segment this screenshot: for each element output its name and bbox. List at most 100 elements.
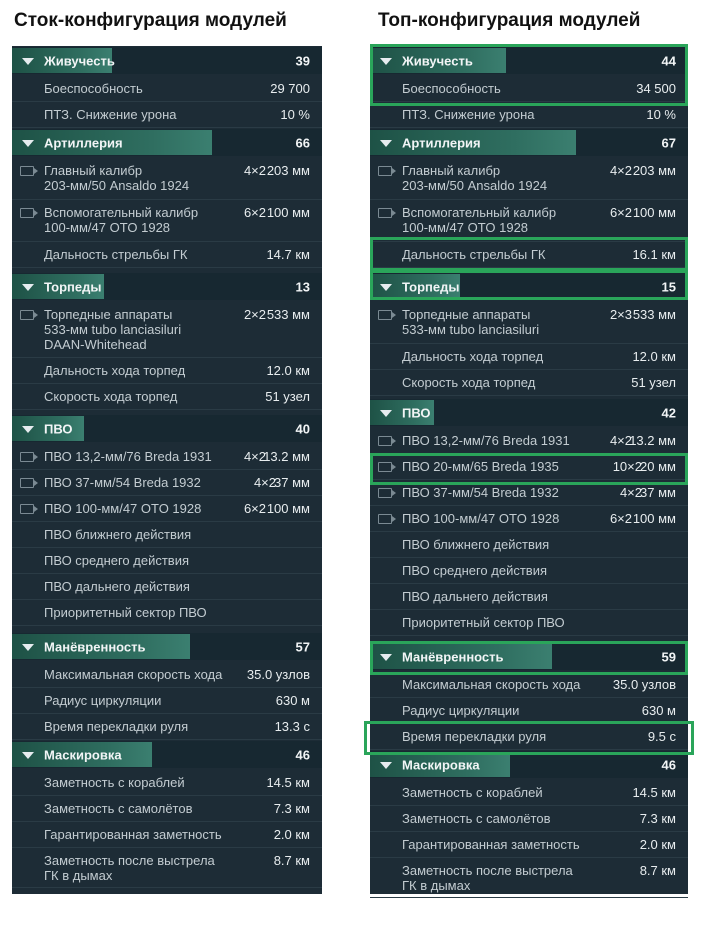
row-divider xyxy=(370,241,688,242)
stat-row: Боеспособность 29 700 xyxy=(12,75,322,101)
stat-label: Скорость хода торпед xyxy=(44,389,178,404)
chevron-down-icon[interactable] xyxy=(22,139,34,147)
stat-row: Радиус циркуляции 630 м xyxy=(12,687,322,713)
camera-icon[interactable] xyxy=(378,514,396,524)
section-header-bar xyxy=(370,752,510,777)
camera-icon[interactable] xyxy=(378,208,396,218)
row-divider xyxy=(12,713,322,714)
row-divider xyxy=(370,609,688,610)
mount-count: 4×2 xyxy=(253,475,276,490)
mount-count: 6×2 xyxy=(609,205,632,220)
stat-label: Радиус циркуляции xyxy=(402,703,520,718)
row-divider xyxy=(12,599,322,600)
stat-label: Заметность с самолётов xyxy=(44,801,193,816)
chevron-down-icon[interactable] xyxy=(22,643,34,651)
mount-count: 4×2 xyxy=(243,449,266,464)
camera-icon[interactable] xyxy=(20,452,38,462)
stat-row: ПТЗ. Снижение урона 10 % xyxy=(12,101,322,127)
section-1-header[interactable]: Артиллерия 67 xyxy=(370,129,688,156)
section-2-header[interactable]: Торпеды 15 xyxy=(370,273,688,300)
section-name: Маскировка xyxy=(402,757,480,772)
row-divider xyxy=(370,897,688,898)
row-divider xyxy=(12,887,322,888)
row-divider xyxy=(12,383,322,384)
chevron-down-icon[interactable] xyxy=(380,283,392,291)
stat-value: 13.2 мм xyxy=(629,433,676,448)
chevron-down-icon[interactable] xyxy=(380,409,392,417)
stat-label: Главный калибр 203-мм/50 Ansaldo 1924 xyxy=(402,163,548,193)
stat-value: 12.0 км xyxy=(266,363,310,378)
stat-row: Радиус циркуляции 630 м xyxy=(370,697,688,723)
chevron-down-icon[interactable] xyxy=(380,653,392,661)
section-5-header[interactable]: Маскировка 46 xyxy=(12,741,322,768)
stat-value: 100 мм xyxy=(266,501,310,516)
stat-value: 2.0 км xyxy=(639,837,676,852)
section-3-header[interactable]: ПВО 40 xyxy=(12,415,322,442)
stat-value: 7.3 км xyxy=(273,801,310,816)
mount-count: 4×2 xyxy=(609,433,632,448)
stat-label: ПТЗ. Снижение урона xyxy=(402,107,535,122)
row-divider xyxy=(370,101,688,102)
stat-label: Дальность хода торпед xyxy=(402,349,544,364)
section-3-header[interactable]: ПВО 42 xyxy=(370,399,688,426)
section-header-bar xyxy=(12,634,190,659)
stat-row: Торпедные аппараты 533-мм tubo lanciasil… xyxy=(370,301,688,343)
section-0-header[interactable]: Живучесть 44 xyxy=(370,47,688,74)
camera-icon[interactable] xyxy=(20,504,38,514)
stat-row: Приоритетный сектор ПВО xyxy=(370,609,688,635)
stat-row: Максимальная скорость хода 35.0 узлов xyxy=(12,661,322,687)
section-4-header[interactable]: Манёвренность 57 xyxy=(12,633,322,660)
stat-value: 9.5 с xyxy=(647,729,676,744)
stat-row: Дальность стрельбы ГК 16.1 км xyxy=(370,241,688,267)
camera-icon[interactable] xyxy=(378,436,396,446)
section-rating: 46 xyxy=(295,747,310,762)
chevron-down-icon[interactable] xyxy=(380,761,392,769)
section-5-header[interactable]: Маскировка 46 xyxy=(370,751,688,778)
chevron-down-icon[interactable] xyxy=(22,751,34,759)
camera-icon[interactable] xyxy=(20,478,38,488)
camera-icon[interactable] xyxy=(20,166,38,176)
chevron-down-icon[interactable] xyxy=(22,57,34,65)
section-0-header[interactable]: Живучесть 39 xyxy=(12,47,322,74)
camera-icon[interactable] xyxy=(20,208,38,218)
stat-label: ПВО дальнего действия xyxy=(402,589,548,604)
stat-value: 12.0 км xyxy=(632,349,676,364)
stat-row: ПВО ближнего действия xyxy=(370,531,688,557)
stat-value: 37 мм xyxy=(274,475,310,490)
stat-label: Заметность с самолётов xyxy=(402,811,551,826)
chevron-down-icon[interactable] xyxy=(22,425,34,433)
section-name: ПВО xyxy=(402,405,431,420)
row-divider xyxy=(370,583,688,584)
section-name: Живучесть xyxy=(402,53,473,68)
stat-value: 203 мм xyxy=(632,163,676,178)
camera-icon[interactable] xyxy=(378,166,396,176)
section-2-header[interactable]: Торпеды 13 xyxy=(12,273,322,300)
section-1-header[interactable]: Артиллерия 66 xyxy=(12,129,322,156)
row-divider xyxy=(12,625,322,626)
improvement-highlight xyxy=(370,641,688,675)
camera-icon[interactable] xyxy=(378,462,396,472)
chevron-down-icon[interactable] xyxy=(22,283,34,291)
stock-config-title: Сток-конфигурация модулей xyxy=(14,10,287,31)
stat-label: Время перекладки руля xyxy=(402,729,547,744)
stat-value: 14.7 км xyxy=(266,247,310,262)
camera-icon[interactable] xyxy=(20,310,38,320)
section-4-header[interactable]: Манёвренность 59 xyxy=(370,643,688,670)
stat-row: Гарантированная заметность 2.0 км xyxy=(12,821,322,847)
row-divider xyxy=(370,697,688,698)
section-name: Манёвренность xyxy=(402,649,504,664)
chevron-down-icon[interactable] xyxy=(380,139,392,147)
section-header-bar xyxy=(370,48,506,73)
stat-label: ПВО ближнего действия xyxy=(402,537,550,552)
stat-value: 533 мм xyxy=(632,307,676,322)
row-divider xyxy=(12,495,322,496)
camera-icon[interactable] xyxy=(378,488,396,498)
mount-count: 10×2 xyxy=(612,459,642,474)
stat-value: 100 мм xyxy=(632,511,676,526)
stat-label: Заметность с кораблей xyxy=(402,785,543,800)
chevron-down-icon[interactable] xyxy=(380,57,392,65)
improvement-highlight xyxy=(370,270,688,300)
stat-value: 7.3 км xyxy=(639,811,676,826)
camera-icon[interactable] xyxy=(378,310,396,320)
mount-count: 4×2 xyxy=(609,163,632,178)
